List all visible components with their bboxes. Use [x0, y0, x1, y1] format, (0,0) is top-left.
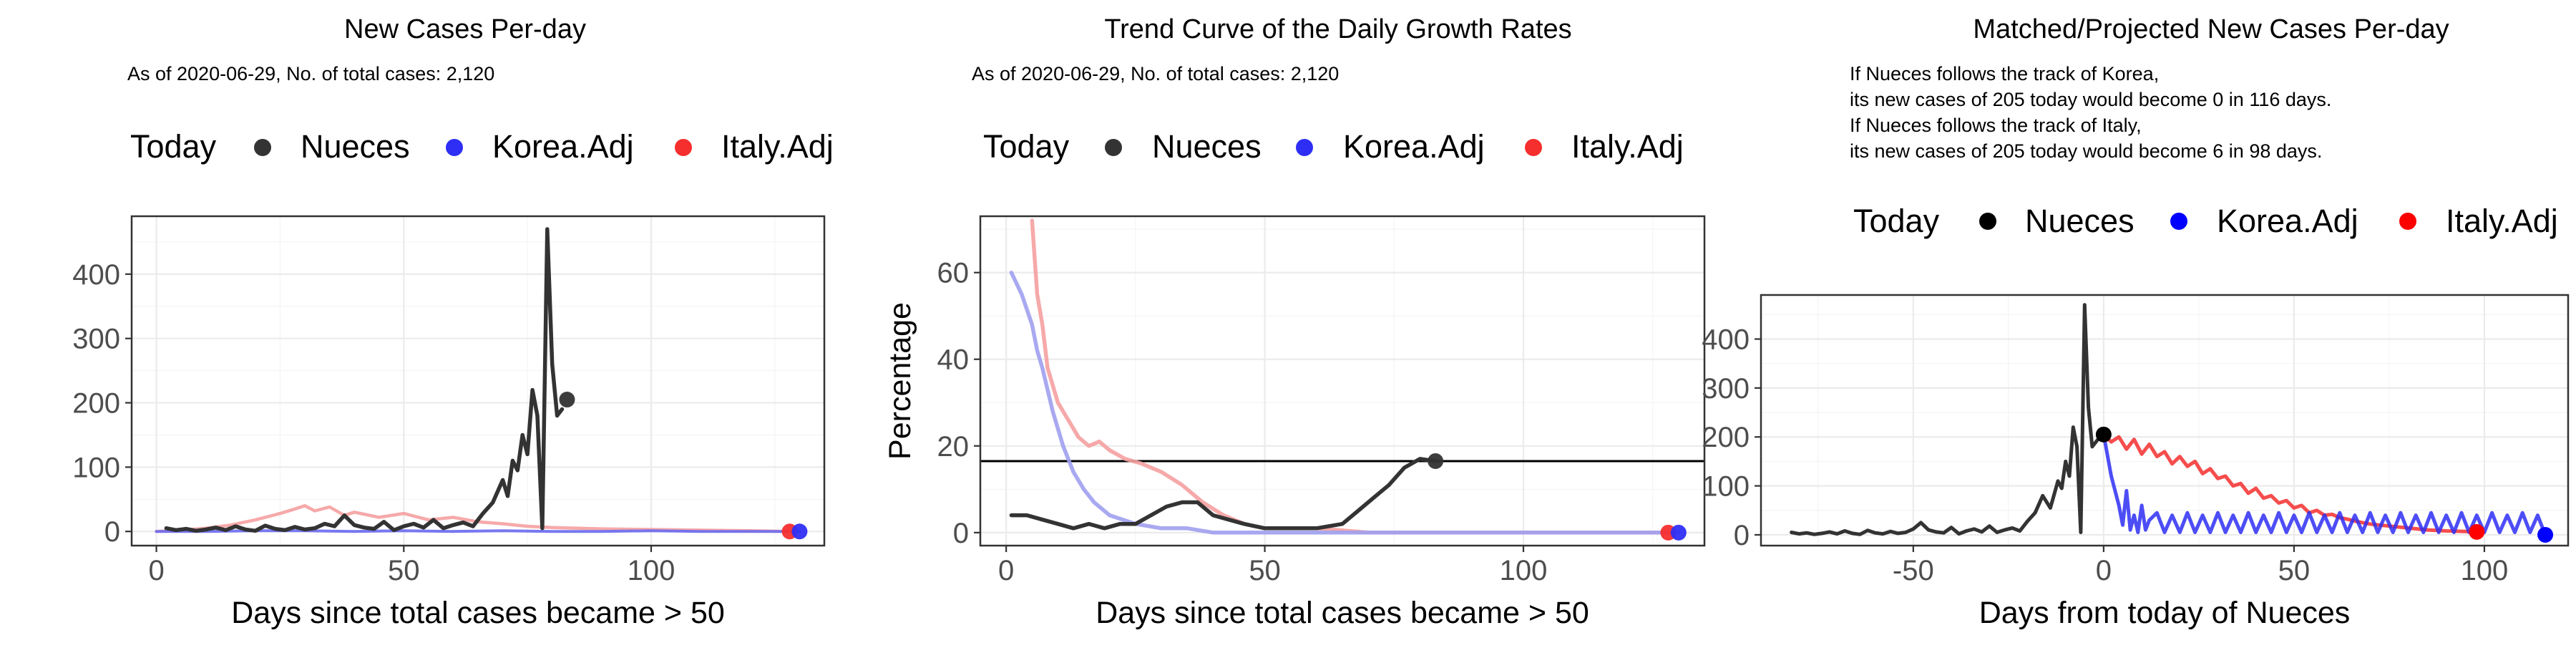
y-tick-label: 100 [72, 452, 120, 483]
note-line: If Nueces follows the track of Italy, [1850, 115, 2142, 136]
y-tick-label: 0 [104, 516, 120, 548]
legend-label-nueces: Nueces [301, 128, 410, 165]
legend-label-korea: Korea.Adj [2217, 203, 2358, 239]
legend-key-italy [2399, 213, 2416, 230]
note-line: If Nueces follows the track of Korea, [1850, 63, 2159, 84]
legend-key-nueces [254, 139, 271, 156]
y-tick-label: 200 [72, 388, 120, 420]
legend: Today Nueces Korea.Adj Italy.Adj [983, 128, 1684, 165]
x-tick-label: 0 [2096, 555, 2112, 586]
today-point-nueces [2095, 426, 2112, 443]
plot-border [1760, 294, 2570, 547]
x-tick-label: 100 [628, 555, 675, 586]
series-line-italy-adj [2102, 432, 2479, 534]
y-tick-label: 0 [1734, 520, 1750, 551]
legend-key-nueces [1105, 139, 1122, 156]
axes: 0 50 100 0 20 40 60 [937, 258, 1548, 586]
series-line-italy-adj [155, 504, 791, 533]
x-tick-label: 0 [148, 555, 164, 586]
chart-subtitle: As of 2020-06-29, No. of total cases: 2,… [972, 63, 1339, 84]
projection-notes: If Nueces follows the track of Korea, it… [1850, 63, 2331, 162]
today-point-korea-adj [791, 523, 808, 540]
y-tick-label: 20 [937, 431, 970, 463]
series-line-nueces [164, 227, 565, 533]
chart-title: Matched/Projected New Cases Per-day [1973, 14, 2449, 44]
legend-label-korea: Korea.Adj [1343, 128, 1485, 165]
legend-title: Today [130, 128, 217, 165]
legend: Today Nueces Korea.Adj Italy.Adj [1853, 203, 2558, 239]
y-axis-title: Percentage [883, 302, 917, 460]
legend-label-nueces: Nueces [1152, 128, 1262, 165]
legend-title: Today [983, 128, 1070, 165]
y-tick-label: 60 [937, 258, 970, 289]
y-tick-label: 0 [953, 518, 969, 549]
axes: -50 0 50 100 0 100 200 300 400 [1702, 324, 2508, 586]
x-tick-label: 50 [388, 555, 420, 586]
y-tick-label: 40 [937, 344, 970, 376]
today-point-italy-adj [2469, 523, 2485, 540]
y-tick-label: 400 [72, 259, 120, 291]
today-points [2095, 426, 2554, 543]
series-lines [1790, 303, 2547, 537]
plot-area [1761, 295, 2568, 546]
today-points [1428, 453, 1687, 541]
note-line: its new cases of 205 today would become … [1850, 140, 2322, 162]
plot-border [130, 215, 826, 547]
x-axis-title: Days since total cases became > 50 [231, 596, 725, 630]
series-line-korea-adj [2102, 432, 2547, 537]
series-lines [980, 218, 1704, 535]
x-tick-label: 100 [2461, 555, 2509, 586]
today-point-nueces [559, 392, 575, 408]
x-tick-label: 100 [1500, 555, 1548, 586]
note-line: its new cases of 205 today would become … [1850, 89, 2331, 110]
y-tick-label: 100 [1702, 471, 1750, 503]
chart-panel-new-cases: New Cases Per-day As of 2020-06-29, No. … [72, 14, 833, 630]
chart-panel-growth-rates: Trend Curve of the Daily Growth Rates As… [883, 14, 1706, 630]
plot-area [132, 216, 824, 546]
axes: 0 50 100 0 100 200 300 400 [72, 259, 675, 586]
legend-label-italy: Italy.Adj [721, 128, 834, 165]
x-axis-title: Days from today of Nueces [1979, 596, 2351, 630]
legend-label-nueces: Nueces [2025, 203, 2135, 239]
x-tick-label: 50 [2278, 555, 2311, 586]
y-tick-label: 300 [1702, 373, 1750, 405]
chart-title: Trend Curve of the Daily Growth Rates [1104, 14, 1571, 44]
series-line-nueces [1790, 303, 2106, 536]
x-tick-label: 50 [1249, 555, 1281, 586]
legend-key-italy [1525, 139, 1542, 156]
today-point-nueces [1428, 453, 1444, 469]
today-point-korea-adj [2537, 526, 2554, 543]
y-tick-label: 300 [72, 324, 120, 355]
legend-label-italy: Italy.Adj [1571, 128, 1684, 165]
x-tick-label: 0 [998, 555, 1014, 586]
y-tick-label: 200 [1702, 422, 1750, 453]
series-line-nueces [1009, 457, 1438, 531]
legend-label-korea: Korea.Adj [492, 128, 634, 165]
legend-title: Today [1853, 203, 1940, 239]
legend-key-korea [2170, 213, 2187, 230]
today-points [559, 392, 808, 540]
plot-area [980, 216, 1704, 546]
gridlines [1761, 295, 2568, 546]
chart-panel-projected: Matched/Projected New Cases Per-day If N… [1702, 14, 2570, 630]
legend-label-italy: Italy.Adj [2446, 203, 2558, 239]
chart-title: New Cases Per-day [344, 14, 586, 44]
x-tick-label: -50 [1893, 555, 1934, 586]
legend-key-korea [1296, 139, 1313, 156]
y-tick-label: 400 [1702, 324, 1750, 356]
legend: Today Nueces Korea.Adj Italy.Adj [130, 128, 834, 165]
plot-border [979, 215, 1706, 547]
series-lines [155, 227, 801, 533]
legend-key-korea [446, 139, 463, 156]
legend-key-italy [675, 139, 692, 156]
x-axis-title: Days since total cases became > 50 [1096, 596, 1589, 630]
today-point-korea-adj [1670, 524, 1687, 541]
series-line-korea-adj [1009, 270, 1681, 535]
chart-subtitle: As of 2020-06-29, No. of total cases: 2,… [127, 63, 494, 84]
legend-key-nueces [1979, 213, 1996, 230]
